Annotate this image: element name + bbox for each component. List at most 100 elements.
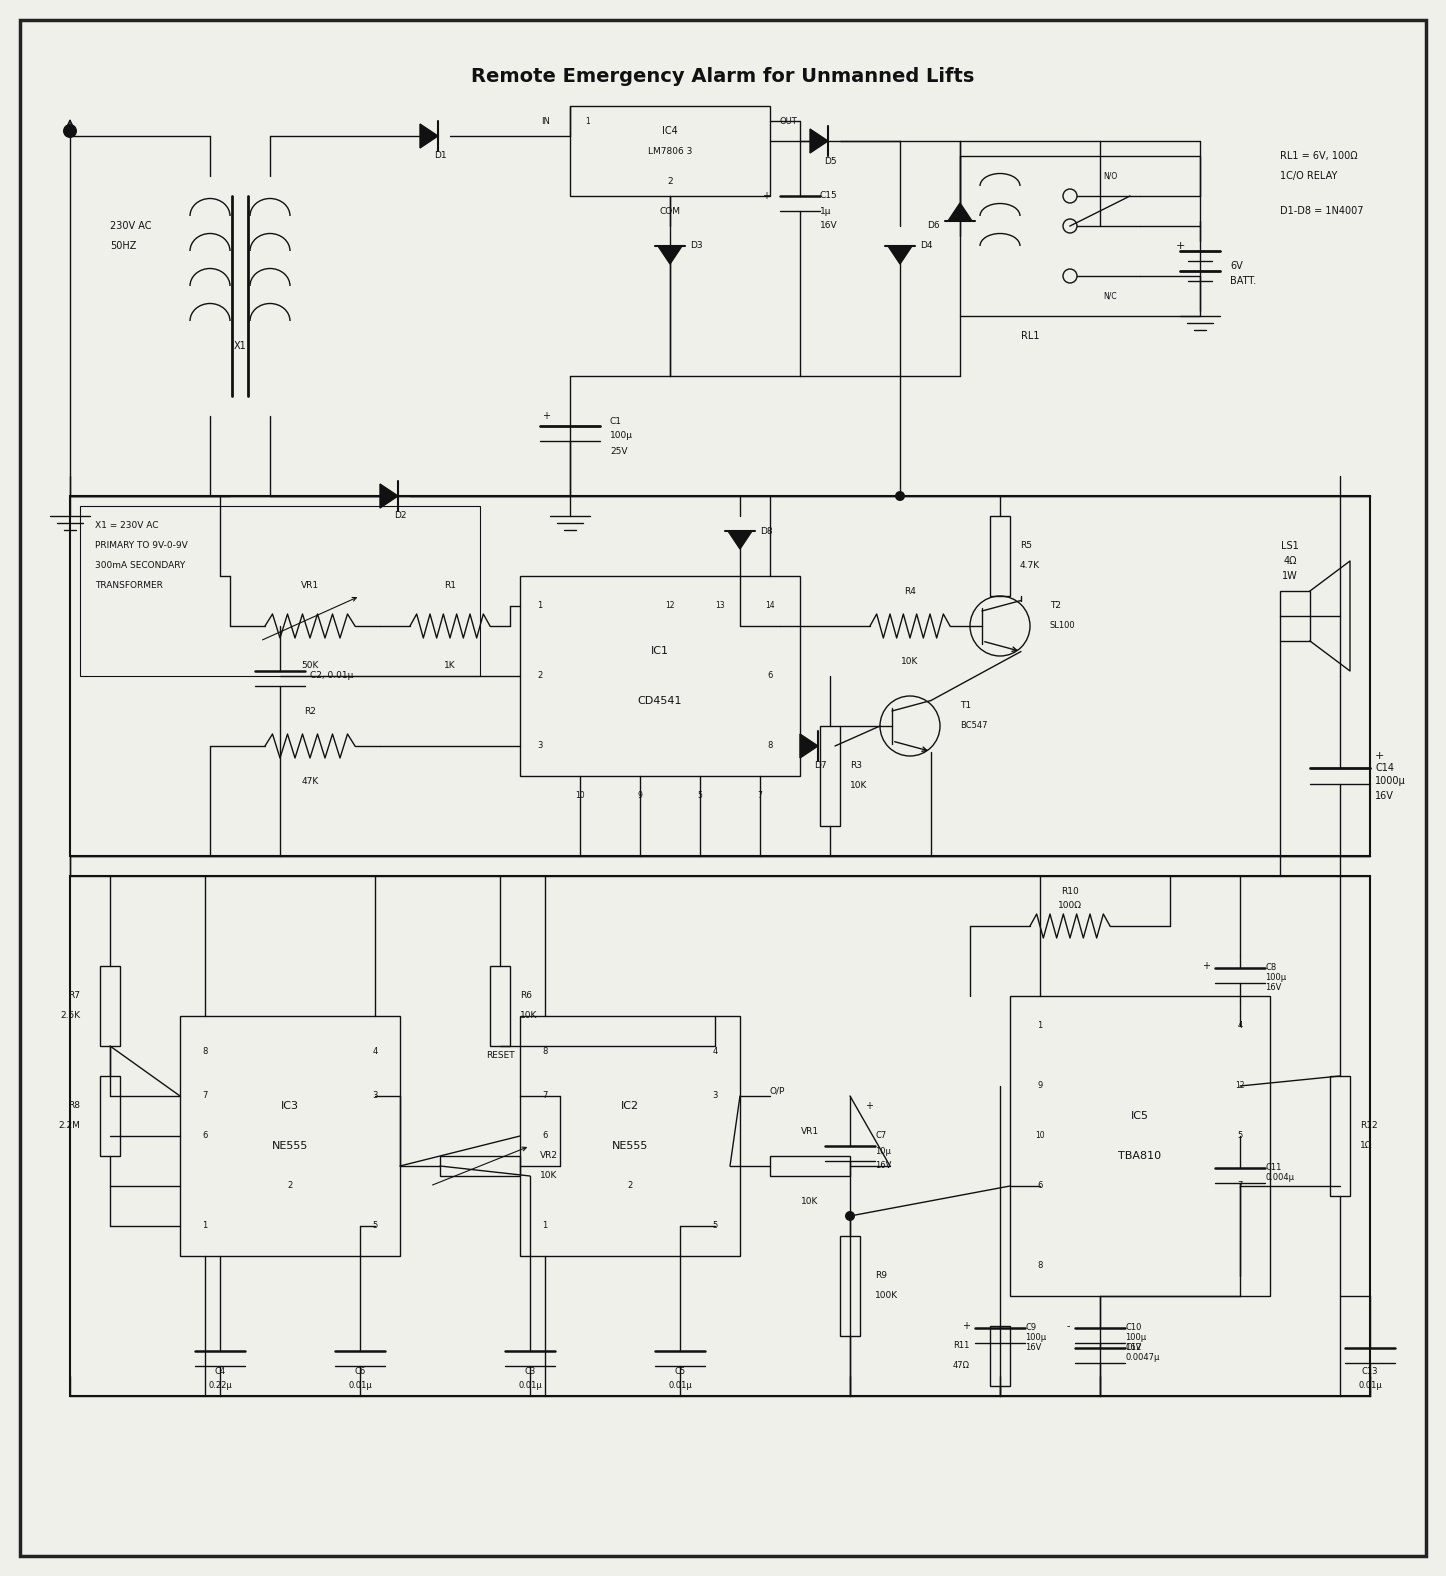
Text: C8: C8 xyxy=(1265,963,1277,972)
Text: 5: 5 xyxy=(713,1221,717,1231)
Text: N/O: N/O xyxy=(1103,172,1118,181)
Text: 1: 1 xyxy=(202,1221,208,1231)
Text: C14: C14 xyxy=(1375,763,1394,772)
Text: 6V: 6V xyxy=(1231,262,1242,271)
Text: 10K: 10K xyxy=(539,1171,557,1180)
Text: IC5: IC5 xyxy=(1131,1111,1150,1121)
Text: 1μ: 1μ xyxy=(820,206,831,216)
Text: 16V: 16V xyxy=(875,1162,891,1171)
Text: 0.01μ: 0.01μ xyxy=(668,1382,691,1390)
Text: 10K: 10K xyxy=(521,1012,538,1021)
Text: VR1: VR1 xyxy=(301,582,320,591)
Text: IC4: IC4 xyxy=(662,126,678,136)
Text: D2: D2 xyxy=(393,512,406,520)
Text: +: + xyxy=(1202,961,1210,971)
Text: 1W: 1W xyxy=(1283,571,1299,582)
Text: C6: C6 xyxy=(354,1366,366,1376)
Text: TRANSFORMER: TRANSFORMER xyxy=(95,582,163,591)
Text: 3: 3 xyxy=(713,1092,717,1100)
Polygon shape xyxy=(888,246,912,265)
Text: C9: C9 xyxy=(1025,1324,1037,1332)
Text: D1-D8 = 1N4007: D1-D8 = 1N4007 xyxy=(1280,206,1364,216)
Text: 7: 7 xyxy=(202,1092,208,1100)
Text: C7: C7 xyxy=(875,1132,886,1141)
Bar xyxy=(179,1017,401,1256)
Text: 12: 12 xyxy=(1235,1081,1245,1091)
Text: 0.0047μ: 0.0047μ xyxy=(1125,1354,1160,1363)
Text: 100μ: 100μ xyxy=(610,432,633,441)
Text: C3: C3 xyxy=(525,1366,535,1376)
Text: 10K: 10K xyxy=(850,782,868,791)
Text: 8: 8 xyxy=(1037,1261,1043,1270)
Text: 10μ: 10μ xyxy=(875,1146,891,1155)
Bar xyxy=(991,1325,1009,1385)
Text: +: + xyxy=(762,191,771,202)
Text: 47K: 47K xyxy=(301,777,318,785)
Text: Remote Emergency Alarm for Unmanned Lifts: Remote Emergency Alarm for Unmanned Lift… xyxy=(471,66,975,85)
Text: CD4541: CD4541 xyxy=(638,697,683,706)
Text: 1: 1 xyxy=(1037,1021,1043,1031)
Text: 1: 1 xyxy=(542,1221,548,1231)
Text: PRIMARY TO 9V-0-9V: PRIMARY TO 9V-0-9V xyxy=(95,542,188,550)
Text: 1: 1 xyxy=(586,117,590,126)
Text: 14: 14 xyxy=(765,602,775,610)
Text: R1: R1 xyxy=(444,582,455,591)
Bar xyxy=(991,515,1009,596)
Text: C10: C10 xyxy=(1125,1324,1141,1332)
Text: R7: R7 xyxy=(68,991,80,1001)
Text: 10K: 10K xyxy=(901,657,918,665)
Text: +: + xyxy=(962,1321,970,1332)
Text: 8: 8 xyxy=(768,741,772,750)
Text: +: + xyxy=(1176,241,1186,251)
Circle shape xyxy=(64,125,77,139)
Text: 8: 8 xyxy=(202,1046,208,1056)
Text: R5: R5 xyxy=(1019,542,1032,550)
Bar xyxy=(100,966,120,1046)
Text: D4: D4 xyxy=(920,241,933,251)
Text: 4.7K: 4.7K xyxy=(1019,561,1040,571)
Text: 9: 9 xyxy=(1037,1081,1043,1091)
Text: X1: X1 xyxy=(234,340,246,351)
Text: NE555: NE555 xyxy=(272,1141,308,1150)
Text: RL1: RL1 xyxy=(1021,331,1040,340)
Bar xyxy=(840,1236,860,1336)
Text: 300mA SECONDARY: 300mA SECONDARY xyxy=(95,561,185,571)
Bar xyxy=(521,575,800,775)
Text: 4: 4 xyxy=(1238,1021,1242,1031)
Text: +: + xyxy=(1375,752,1384,761)
Text: 7: 7 xyxy=(542,1092,548,1100)
Text: 1K: 1K xyxy=(444,662,455,670)
Text: 10K: 10K xyxy=(801,1196,818,1206)
Text: D7: D7 xyxy=(814,761,826,771)
Text: R2: R2 xyxy=(304,706,315,716)
Text: TBA810: TBA810 xyxy=(1118,1150,1161,1162)
Text: D3: D3 xyxy=(690,241,703,251)
Text: D6: D6 xyxy=(927,222,940,230)
Text: 10: 10 xyxy=(1035,1132,1045,1141)
Text: D1: D1 xyxy=(434,151,447,161)
Text: C5: C5 xyxy=(674,1366,685,1376)
Text: O/P: O/P xyxy=(771,1086,785,1095)
Text: 16V: 16V xyxy=(1125,1343,1141,1352)
Text: 4: 4 xyxy=(713,1046,717,1056)
Text: -: - xyxy=(1067,1321,1070,1332)
Text: 2: 2 xyxy=(667,177,672,186)
Text: 25V: 25V xyxy=(610,446,628,455)
Text: 2.5K: 2.5K xyxy=(59,1012,80,1021)
Text: D5: D5 xyxy=(824,156,836,165)
Text: 1C/O RELAY: 1C/O RELAY xyxy=(1280,172,1338,181)
Text: 50HZ: 50HZ xyxy=(110,241,136,251)
Text: C2, 0.01μ: C2, 0.01μ xyxy=(309,671,353,681)
Text: 100K: 100K xyxy=(875,1291,898,1300)
Polygon shape xyxy=(727,531,752,548)
Text: SL100: SL100 xyxy=(1050,621,1076,630)
Circle shape xyxy=(895,492,905,501)
Bar xyxy=(1280,591,1310,641)
Text: C12: C12 xyxy=(1125,1343,1141,1352)
Polygon shape xyxy=(800,734,818,758)
Polygon shape xyxy=(810,129,829,153)
Bar xyxy=(521,1017,740,1256)
Text: 47Ω: 47Ω xyxy=(953,1362,970,1371)
Text: R3: R3 xyxy=(850,761,862,771)
Text: IN: IN xyxy=(541,117,549,126)
